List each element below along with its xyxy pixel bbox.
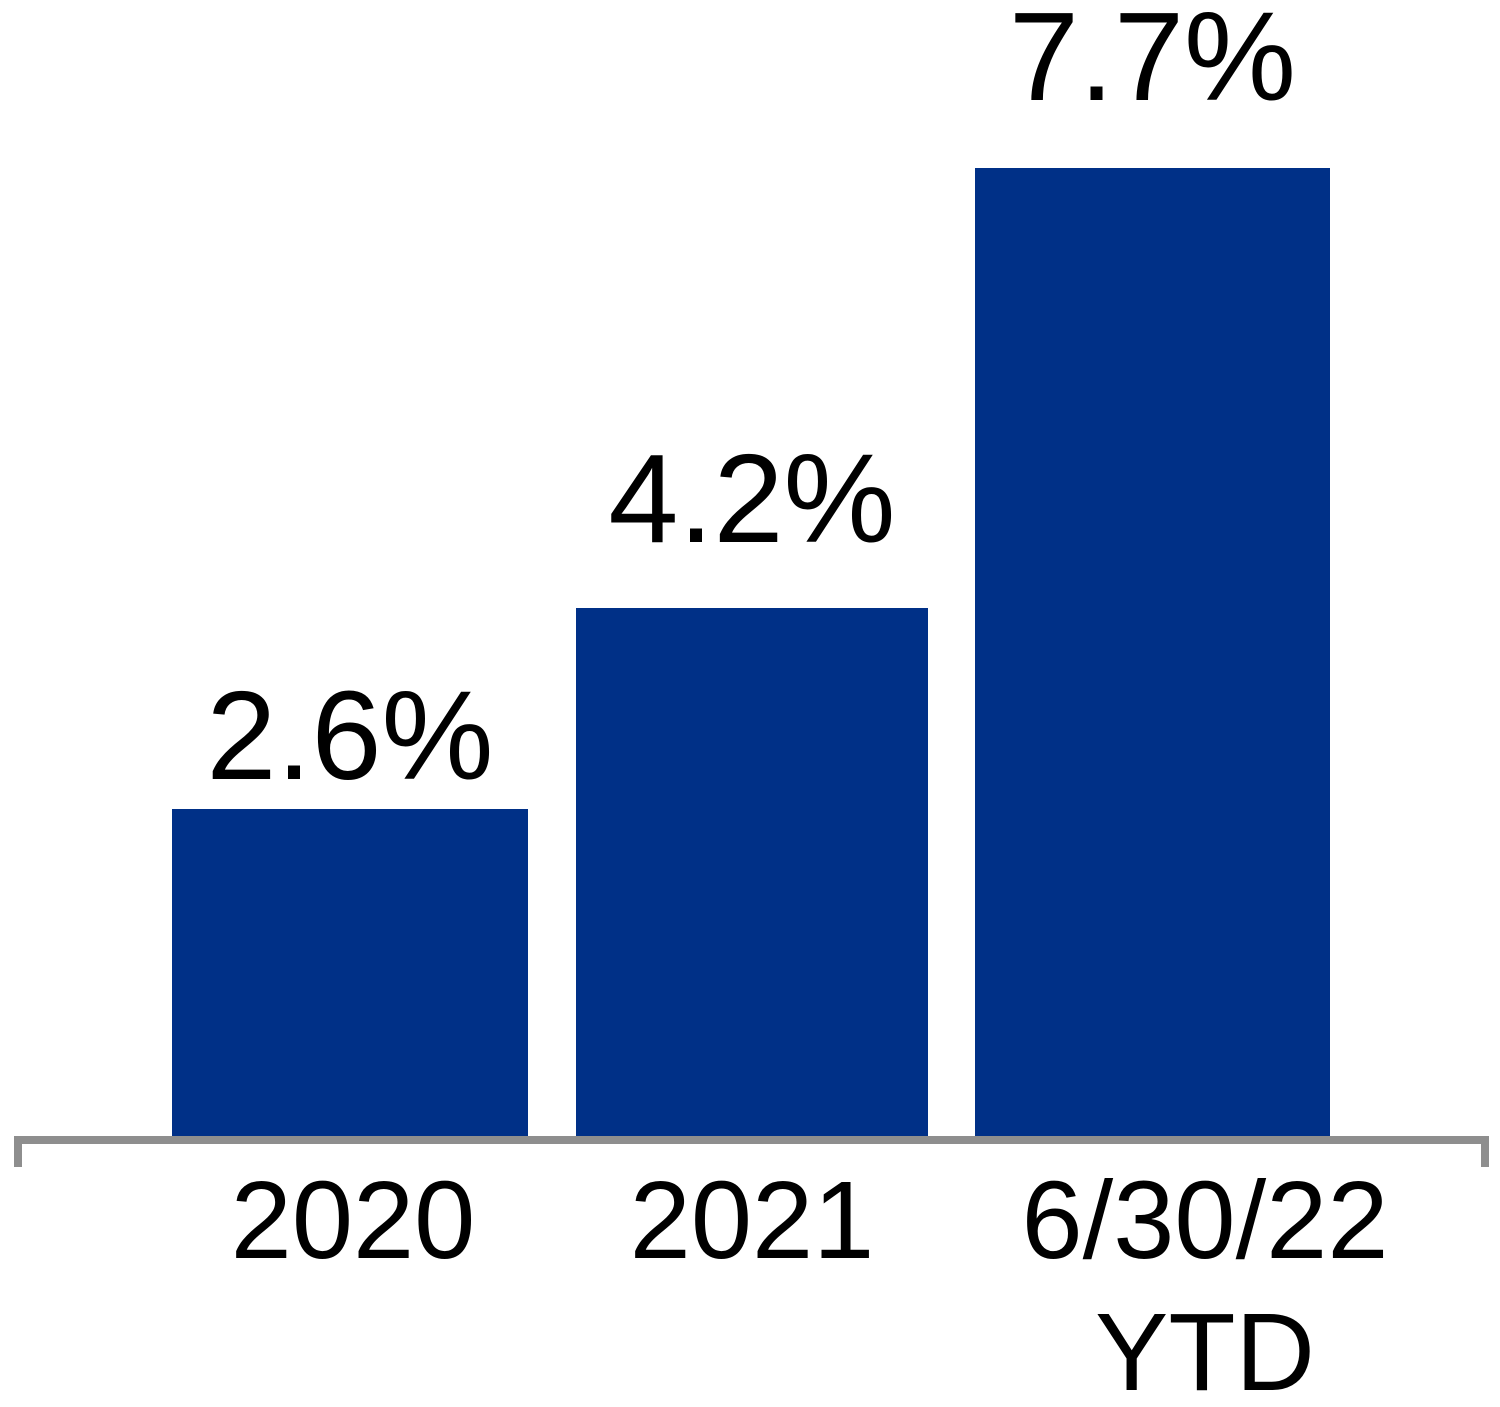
x-axis	[14, 1136, 1489, 1167]
x-axis-label-line: 6/30/22	[1021, 1159, 1389, 1282]
x-axis-label-2020: 2020	[231, 1155, 476, 1287]
x-axis-end-tick-right	[1481, 1136, 1489, 1167]
x-axis-line	[14, 1136, 1489, 1144]
x-axis-label-ytd: 6/30/22 YTD	[1021, 1155, 1388, 1407]
bar-ytd	[975, 168, 1330, 1136]
x-axis-label-line: 2020	[230, 1159, 476, 1282]
bar-2020	[172, 809, 528, 1136]
x-axis-label-line2: YTD	[1094, 1291, 1315, 1407]
bar-2021	[576, 608, 928, 1136]
x-axis-end-tick-left	[14, 1136, 22, 1167]
data-label-2020: 2.6%	[206, 665, 494, 806]
data-label-2021: 4.2%	[608, 428, 896, 569]
data-label-ytd: 7.7%	[1008, 0, 1297, 127]
x-axis-label-2021: 2021	[630, 1155, 875, 1287]
bar-group-2021: 4.2%	[576, 436, 928, 1136]
x-axis-label-line: 2021	[629, 1159, 875, 1282]
bar-group-ytd: 7.7%	[975, 0, 1330, 1136]
bar-group-2020: 2.6%	[172, 673, 528, 1136]
